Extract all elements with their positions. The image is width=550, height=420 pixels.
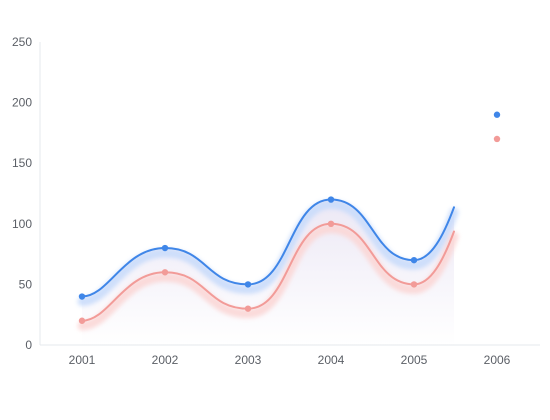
- data-point[interactable]: [327, 196, 335, 203]
- y-tick-label: 0: [25, 338, 32, 352]
- data-point[interactable]: [493, 135, 501, 143]
- data-point[interactable]: [78, 317, 86, 324]
- points-layer: [78, 111, 501, 324]
- y-tick-label: 250: [12, 35, 32, 49]
- area-layer: [82, 199, 454, 345]
- data-point[interactable]: [327, 220, 335, 227]
- ticks-layer: 0 50 100 150 200 250 2001 2002 2003 2004 2005 2006: [12, 35, 511, 367]
- x-tick-label: 2006: [484, 353, 511, 367]
- x-tick-label: 2004: [318, 353, 345, 367]
- data-point[interactable]: [161, 269, 169, 276]
- data-point[interactable]: [410, 281, 418, 288]
- x-tick-label: 2005: [401, 353, 428, 367]
- x-tick-label: 2002: [152, 353, 179, 367]
- data-point[interactable]: [493, 111, 501, 118]
- series-glow-2: [77, 224, 459, 331]
- y-tick-label: 150: [12, 156, 32, 170]
- data-point[interactable]: [410, 256, 418, 264]
- x-tick-label: 2003: [235, 353, 262, 367]
- y-tick-label: 50: [19, 277, 33, 291]
- data-point[interactable]: [244, 305, 252, 312]
- data-point[interactable]: [244, 281, 252, 288]
- x-tick-label: 2001: [69, 353, 96, 367]
- y-tick-label: 200: [12, 96, 32, 110]
- area-fill: [82, 199, 454, 345]
- data-point[interactable]: [161, 244, 169, 252]
- series-glow-1: [77, 200, 459, 307]
- y-tick-label: 100: [12, 217, 32, 231]
- axes-layer: [39, 42, 540, 346]
- data-point[interactable]: [78, 293, 86, 300]
